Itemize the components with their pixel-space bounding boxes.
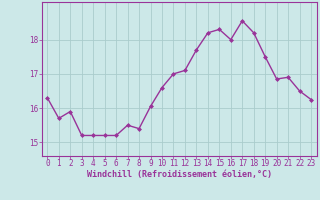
- X-axis label: Windchill (Refroidissement éolien,°C): Windchill (Refroidissement éolien,°C): [87, 170, 272, 179]
